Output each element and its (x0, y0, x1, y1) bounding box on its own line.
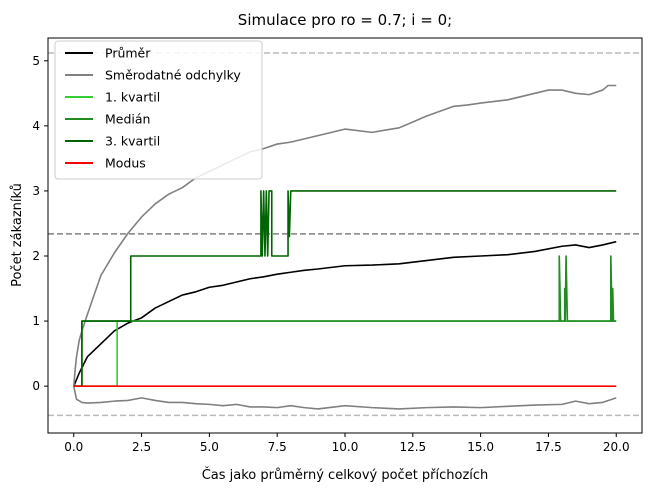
series-line-1 (72, 84, 617, 387)
y-tick-label: 2 (32, 249, 40, 263)
y-axis-label: Počet zákazníků (10, 183, 25, 287)
series-line-3 (73, 320, 617, 387)
x-axis-label: Čas jako průměrný celkový počet příchozí… (202, 467, 489, 483)
legend-label: Medián (105, 112, 150, 127)
plot-area (48, 52, 642, 417)
y-tick-label: 1 (32, 314, 40, 328)
x-tick-label: 0.0 (64, 440, 83, 454)
y-tick-label: 3 (32, 184, 40, 198)
y-tick-label: 0 (32, 379, 40, 393)
legend-label: 1. kvartil (105, 90, 160, 105)
y-tick-label: 4 (32, 119, 40, 133)
x-tick-label: 7.5 (268, 440, 287, 454)
legend-box (54, 40, 263, 180)
x-tick-label: 10.0 (332, 440, 359, 454)
x-axis-ticks: 0.0 2.5 5.0 7.5 10.0 12.5 15.0 17.5 20.0 (64, 433, 630, 454)
series-line-2 (72, 385, 617, 410)
legend-label: Modus (105, 156, 146, 171)
series-line-4 (73, 255, 617, 387)
legend-label: Směrodatné odchylky (105, 68, 241, 83)
x-tick-label: 5.0 (200, 440, 219, 454)
series-line-0 (73, 240, 617, 387)
x-tick-label: 12.5 (399, 440, 426, 454)
x-tick-label: 2.5 (132, 440, 151, 454)
chart-title: Simulace pro ro = 0.7; i = 0; (238, 11, 452, 29)
legend-label: Průměr (105, 46, 151, 61)
series-line-5 (73, 190, 617, 387)
legend: Průměr Směrodatné odchylky 1. kvartil Mediá… (54, 40, 263, 180)
plot-frame (47, 37, 643, 434)
legend-label: 3. kvartil (105, 134, 160, 149)
y-axis-ticks: 0 1 2 3 4 5 (32, 54, 48, 393)
x-tick-label: 20.0 (603, 440, 630, 454)
x-tick-label: 15.0 (467, 440, 494, 454)
x-tick-label: 17.5 (535, 440, 562, 454)
y-tick-label: 5 (32, 54, 40, 68)
